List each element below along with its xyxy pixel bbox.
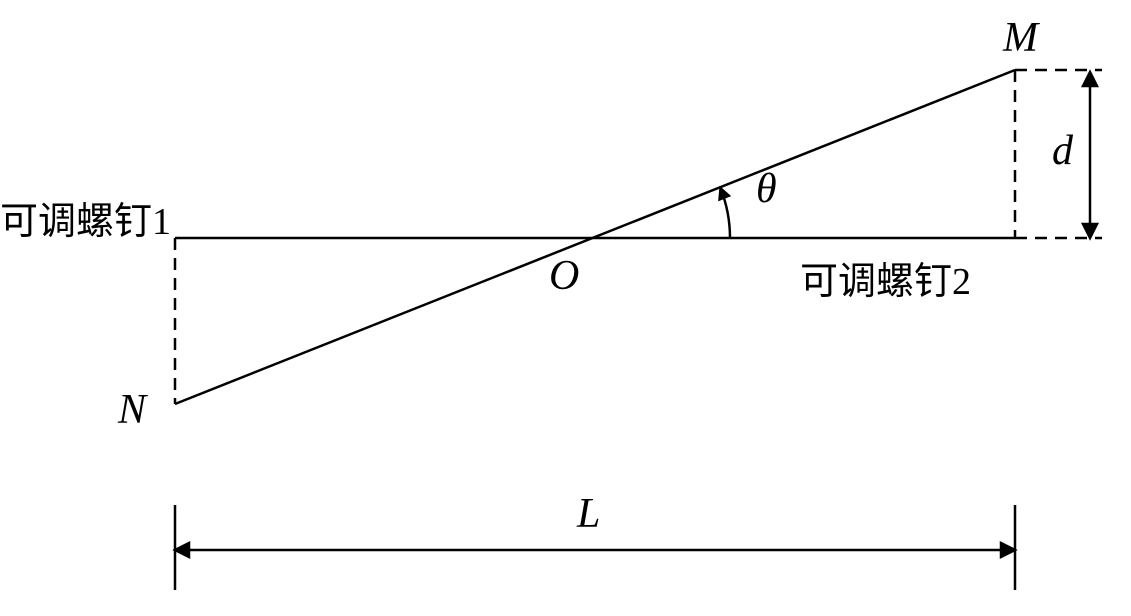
diagram-svg [0,0,1131,616]
label-l: L [577,490,600,538]
label-screw2: 可调螺钉2 [800,250,971,305]
label-theta: θ [756,165,777,213]
label-d: d [1052,127,1073,175]
label-m: M [1003,14,1038,62]
label-n: N [118,386,146,434]
geometry-diagram: M N O θ d L 可调螺钉1 可调螺钉2 [0,0,1131,616]
label-o: O [549,252,579,300]
label-screw1: 可调螺钉1 [0,190,171,245]
